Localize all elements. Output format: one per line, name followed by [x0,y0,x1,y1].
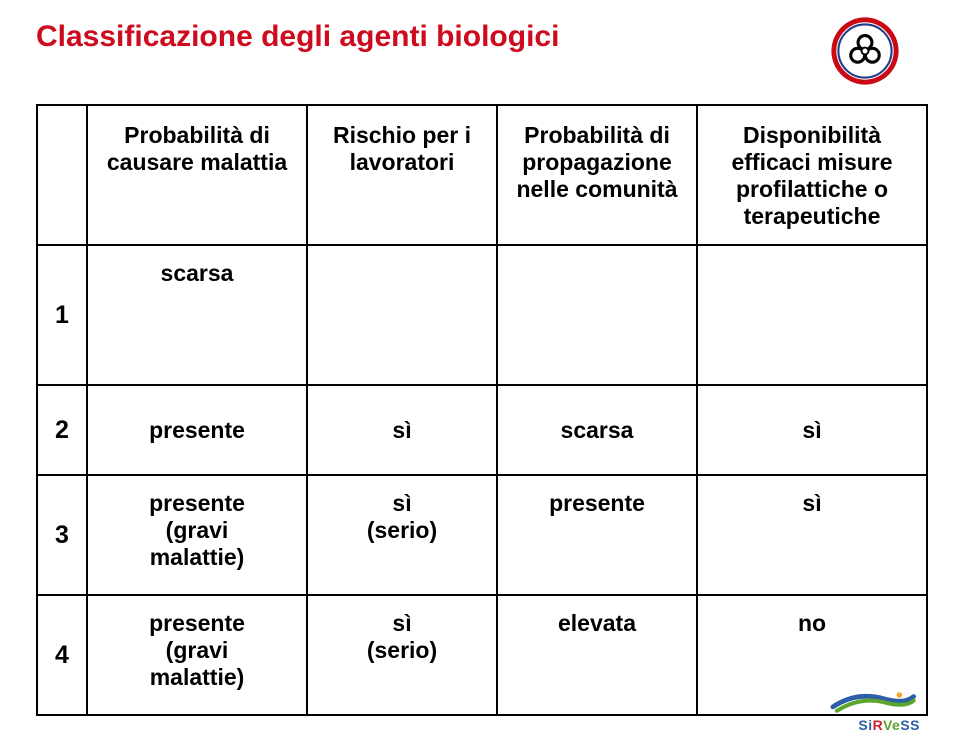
logo-ss: SS [900,717,920,733]
row1-c4 [697,245,927,385]
table-header-row: Probabilità di causare malattia Rischio … [37,105,927,245]
page-title: Classificazione degli agenti biologici [36,20,924,54]
classification-table: Probabilità di causare malattia Rischio … [36,104,928,716]
row4-c2-line2: (serio) [367,637,437,663]
table-row: 1 scarsa [37,245,927,385]
header-col2: Rischio per i lavoratori [307,105,497,245]
table-row: 4 presente (gravi malattie) sì (serio) e… [37,595,927,715]
row3-c1-line3: malattie) [150,544,245,570]
logo-v: V [883,717,892,733]
header-col1: Probabilità di causare malattia [87,105,307,245]
table-row: 2 presente sì scarsa sì [37,385,927,475]
row3-num: 3 [37,475,87,595]
logo-s: S [858,717,868,733]
row3-c2-line2: (serio) [367,517,437,543]
header-blank [37,105,87,245]
row3-c1-line2: (gravi [166,517,229,543]
table-row: 3 presente (gravi malattie) sì (serio) p… [37,475,927,595]
row3-c2-line1: sì [392,490,411,516]
slide-page: Classificazione degli agenti biologici P… [0,0,960,745]
row2-c3: scarsa [497,385,697,475]
row4-c1-line3: malattie) [150,664,245,690]
row4-num: 4 [37,595,87,715]
row2-num: 2 [37,385,87,475]
row1-c3 [497,245,697,385]
row4-c1-line2: (gravi [166,637,229,663]
row2-c4: sì [697,385,927,475]
row3-c1-line1: presente [149,490,245,516]
row1-c2 [307,245,497,385]
biohazard-icon [830,16,900,86]
row2-c2: sì [307,385,497,475]
row3-c1: presente (gravi malattie) [87,475,307,595]
header-col3: Probabilità di propagazione nelle comuni… [497,105,697,245]
header-col4: Disponibilità efficaci misure profilatti… [697,105,927,245]
row4-c3: elevata [497,595,697,715]
row1-c1: scarsa [87,245,307,385]
logo-r: R [873,717,883,733]
row3-c3: presente [497,475,697,595]
row4-c1: presente (gravi malattie) [87,595,307,715]
sirvess-logo-text: SiRVeSS [858,717,920,733]
row4-c1-line1: presente [149,610,245,636]
row1-num: 1 [37,245,87,385]
row2-c1: presente [87,385,307,475]
row4-c2-line1: sì [392,610,411,636]
row3-c2: sì (serio) [307,475,497,595]
row3-c4: sì [697,475,927,595]
row4-c2: sì (serio) [307,595,497,715]
